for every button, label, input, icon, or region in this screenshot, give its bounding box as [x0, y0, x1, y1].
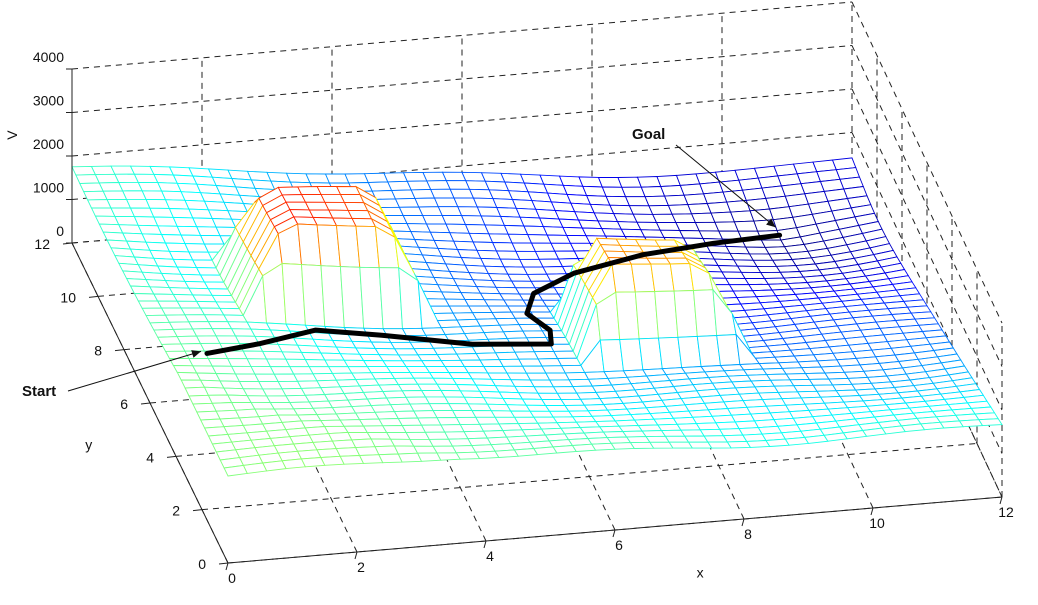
labels: x y V Start Goal: [4, 126, 704, 581]
x-tick-label: 0: [228, 570, 236, 586]
y-axis-label: y: [85, 437, 92, 453]
z-tick-label: 0: [56, 223, 64, 239]
x-tick-label: 12: [998, 504, 1014, 520]
grid-line-side-z: [851, 45, 1003, 367]
grid-line-back-z: [71, 132, 853, 200]
x-tick-label: 2: [357, 559, 365, 575]
x-tick-mark: [741, 518, 745, 527]
surface-mesh: [71, 157, 1003, 477]
grid-line-side-z: [851, 88, 1003, 411]
grid-line-back-z: [71, 88, 853, 157]
y-tick-label: 8: [94, 343, 102, 359]
trajectory: [204, 232, 783, 356]
grid-line-side-z: [851, 132, 1003, 454]
y-tick-mark: [140, 402, 151, 405]
grid-line-floor-y: [201, 443, 978, 511]
x-tick-mark: [870, 507, 874, 516]
y-tick-mark: [88, 295, 99, 298]
x-tick-mark: [483, 540, 487, 549]
goal-annotation: Goal: [632, 126, 665, 143]
goal-arrow: [675, 144, 776, 228]
x-tick-mark: [999, 496, 1003, 505]
x-axis-label: x: [697, 565, 704, 581]
start-arrow-head: [191, 350, 201, 358]
axes: 0 2 4 6 8 10 12 0 2 4 6 8 10 12 0 1000 2000 3000 4000: [33, 49, 1014, 586]
y-tick-label: 6: [120, 396, 128, 412]
grid-line-back-z: [71, 1, 853, 70]
x-tick-label: 6: [615, 537, 623, 553]
z-tick-label: 4000: [33, 49, 64, 65]
z-tick-label: 1000: [33, 180, 64, 196]
y-tick-label: 4: [146, 449, 154, 465]
x-tick-mark: [612, 529, 616, 538]
y-tick-mark: [218, 562, 229, 565]
x-tick-mark: [225, 562, 229, 571]
z-tick-label: 2000: [33, 136, 64, 152]
x-tick-mark: [354, 551, 358, 560]
y-tick-label: 0: [198, 556, 206, 572]
z-tick-label: 3000: [33, 93, 64, 109]
y-tick-mark: [114, 349, 125, 352]
grid-line-back-z: [71, 45, 853, 113]
x-tick-label: 4: [486, 548, 494, 564]
start-arrow: [67, 350, 202, 392]
y-tick-label: 12: [34, 236, 50, 252]
goal-arrow-head: [766, 218, 776, 228]
grid-line-side-z: [851, 1, 1003, 324]
y-tick-mark: [192, 509, 203, 512]
z-axis-label: V: [4, 130, 20, 140]
start-annotation: Start: [22, 383, 56, 400]
y-tick-label: 2: [172, 503, 180, 519]
path-line: [204, 232, 783, 356]
x-tick-label: 8: [744, 526, 752, 542]
x-tick-label: 10: [869, 515, 885, 531]
surface-cell: [978, 418, 1003, 427]
y-tick-mark: [166, 455, 177, 458]
y-tick-label: 10: [60, 289, 76, 305]
